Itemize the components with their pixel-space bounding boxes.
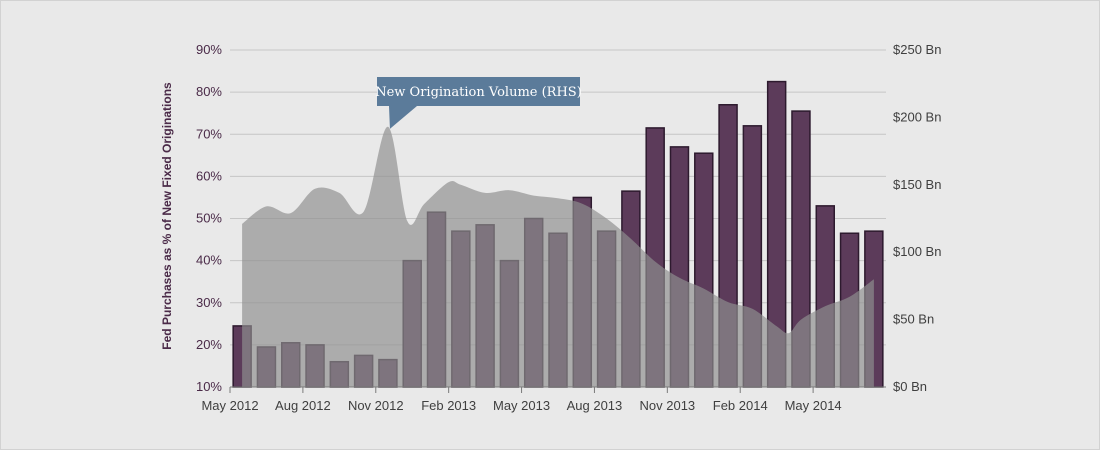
x-tick-label: Nov 2013 — [640, 398, 696, 413]
y-axis-label: Fed Purchases as % of New Fixed Originat… — [160, 82, 174, 350]
axes-group — [229, 386, 886, 393]
left-tick-label: 30% — [196, 295, 222, 310]
left-tick-label: 80% — [196, 84, 222, 99]
right-tick-label: $250 Bn — [893, 42, 941, 57]
left-tick-label: 20% — [196, 337, 222, 352]
right-tick-label: $50 Bn — [893, 312, 934, 327]
x-tick-label: May 2013 — [493, 398, 550, 413]
left-tick-label: 40% — [196, 253, 222, 268]
right-tick-labels: $0 Bn $50 Bn $100 Bn $150 Bn $200 Bn $250 Bn — [893, 42, 941, 394]
x-tick-label: Aug 2012 — [275, 398, 331, 413]
left-tick-label: 10% — [196, 379, 222, 394]
x-tick-labels: May 2012 Aug 2012 Nov 2012 Feb 2013 May 2013… — [201, 398, 841, 413]
area-group — [242, 126, 874, 387]
callout-box — [377, 77, 580, 129]
right-tick-label: $150 Bn — [893, 177, 941, 192]
x-tick-label: Feb 2013 — [421, 398, 476, 413]
x-tick-label: Nov 2012 — [348, 398, 404, 413]
left-tick-label: 70% — [196, 126, 222, 141]
right-tick-label: $0 Bn — [893, 379, 927, 394]
right-tick-label: $100 Bn — [893, 244, 941, 259]
callout-label: New Origination Volume (RHS) — [375, 85, 582, 100]
x-tick-label: Aug 2013 — [567, 398, 623, 413]
x-tick-label: May 2012 — [201, 398, 258, 413]
left-tick-labels: 10% 20% 30% 40% 50% 60% 70% 80% 90% — [196, 42, 222, 394]
origination-volume-area — [242, 126, 874, 387]
callout: New Origination Volume (RHS) — [375, 77, 582, 129]
right-tick-label: $200 Bn — [893, 109, 941, 124]
left-tick-label: 90% — [196, 42, 222, 57]
left-tick-label: 50% — [196, 211, 222, 226]
x-tick-label: Feb 2014 — [713, 398, 768, 413]
x-tick-label: May 2014 — [785, 398, 842, 413]
left-tick-label: 60% — [196, 168, 222, 183]
